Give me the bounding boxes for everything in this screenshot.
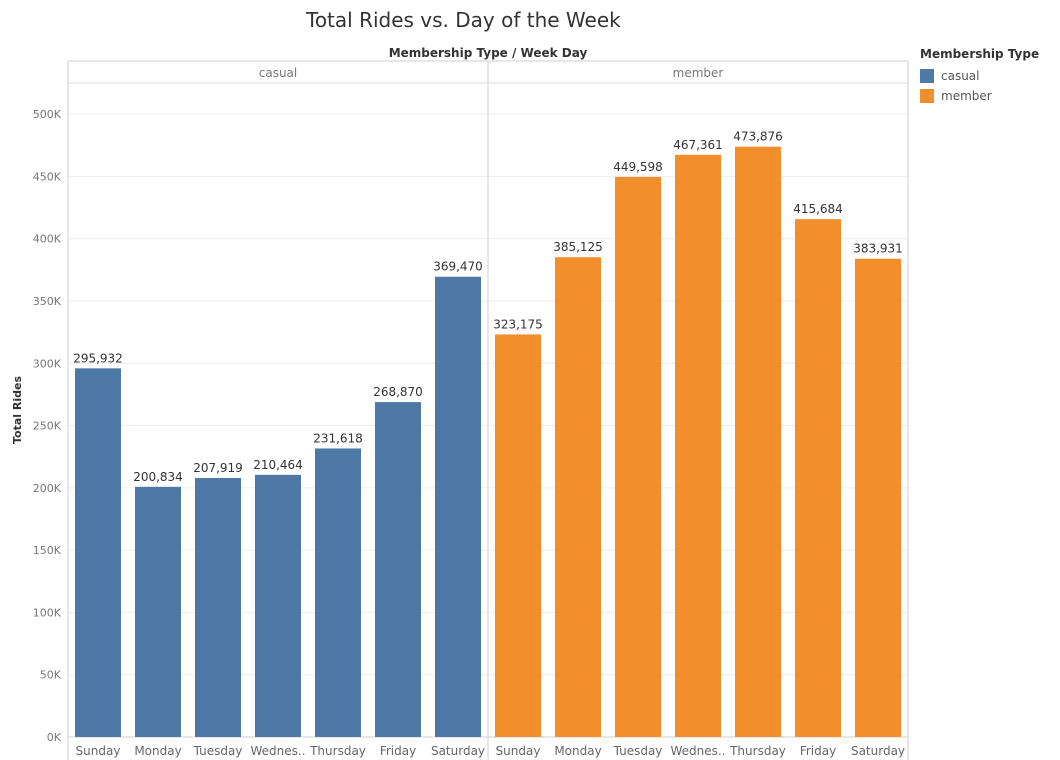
bar-casual-5 — [375, 402, 421, 737]
legend-label-member: member — [941, 89, 992, 103]
legend-swatch-member — [920, 89, 934, 103]
bar-casual-2 — [195, 477, 241, 737]
y-tick-label: 500K — [33, 108, 62, 121]
bar-member-0 — [495, 334, 541, 737]
chart-title: Total Rides vs. Day of the Week — [306, 8, 621, 32]
data-label: 449,598 — [613, 160, 663, 174]
legend-label-casual: casual — [941, 69, 980, 83]
x-tick-label: Monday — [134, 744, 181, 758]
y-tick-label: 150K — [33, 544, 62, 557]
bar-member-3 — [675, 154, 721, 737]
legend-title: Membership Type — [920, 47, 1040, 61]
data-label: 473,876 — [733, 130, 783, 144]
y-tick-label: 0K — [47, 731, 62, 744]
bar-member-1 — [555, 257, 601, 737]
legend-item-member[interactable]: member — [920, 86, 1039, 106]
data-label: 467,361 — [673, 138, 723, 152]
bar-member-2 — [615, 176, 661, 738]
x-tick-label: Tuesday — [613, 744, 663, 758]
x-tick-label: Friday — [800, 744, 836, 758]
y-tick-label: 50K — [40, 669, 62, 682]
x-tick-label: Wednes.. — [250, 744, 305, 758]
x-tick-label: Sunday — [496, 744, 541, 758]
y-tick-label: 100K — [33, 606, 62, 619]
legend: Membership Type casual member — [920, 47, 1039, 106]
bar-member-5 — [795, 219, 841, 737]
y-tick-label: 350K — [33, 295, 62, 308]
legend-swatch-casual — [920, 69, 934, 83]
y-axis-title: Total Rides — [11, 376, 24, 444]
y-tick-label: 400K — [33, 233, 62, 246]
bar-casual-6 — [435, 276, 481, 737]
x-tick-label: Thursday — [309, 744, 366, 758]
x-tick-label: Sunday — [76, 744, 121, 758]
column-header-label: Membership Type / Week Day — [388, 46, 588, 60]
bar-casual-1 — [135, 486, 181, 737]
panel-header-member: member — [673, 66, 724, 80]
y-tick-label: 300K — [33, 357, 62, 370]
bar-member-6 — [855, 258, 901, 737]
bar-casual-3 — [255, 474, 301, 737]
x-tick-label: Thursday — [729, 744, 786, 758]
x-tick-label: Wednes.. — [670, 744, 725, 758]
data-label: 268,870 — [373, 385, 423, 399]
data-label: 385,125 — [553, 240, 603, 254]
x-tick-label: Monday — [554, 744, 601, 758]
panel-header-casual: casual — [259, 66, 298, 80]
data-label: 200,834 — [133, 470, 183, 484]
bar-casual-4 — [315, 448, 361, 737]
data-label: 295,932 — [73, 351, 123, 365]
y-tick-label: 250K — [33, 420, 62, 433]
x-tick-label: Tuesday — [193, 744, 243, 758]
data-label: 210,464 — [253, 458, 303, 472]
x-tick-label: Saturday — [431, 744, 485, 758]
legend-item-casual[interactable]: casual — [920, 66, 1039, 86]
bar-casual-0 — [75, 368, 121, 737]
data-label: 323,175 — [493, 317, 543, 331]
x-tick-label: Friday — [380, 744, 416, 758]
data-label: 383,931 — [853, 242, 903, 256]
data-label: 207,919 — [193, 461, 243, 475]
y-tick-label: 200K — [33, 482, 62, 495]
x-tick-label: Saturday — [851, 744, 905, 758]
data-label: 369,470 — [433, 260, 483, 274]
data-label: 415,684 — [793, 202, 843, 216]
y-tick-label: 450K — [33, 170, 62, 183]
data-label: 231,618 — [313, 431, 363, 445]
bar-member-4 — [735, 146, 781, 737]
